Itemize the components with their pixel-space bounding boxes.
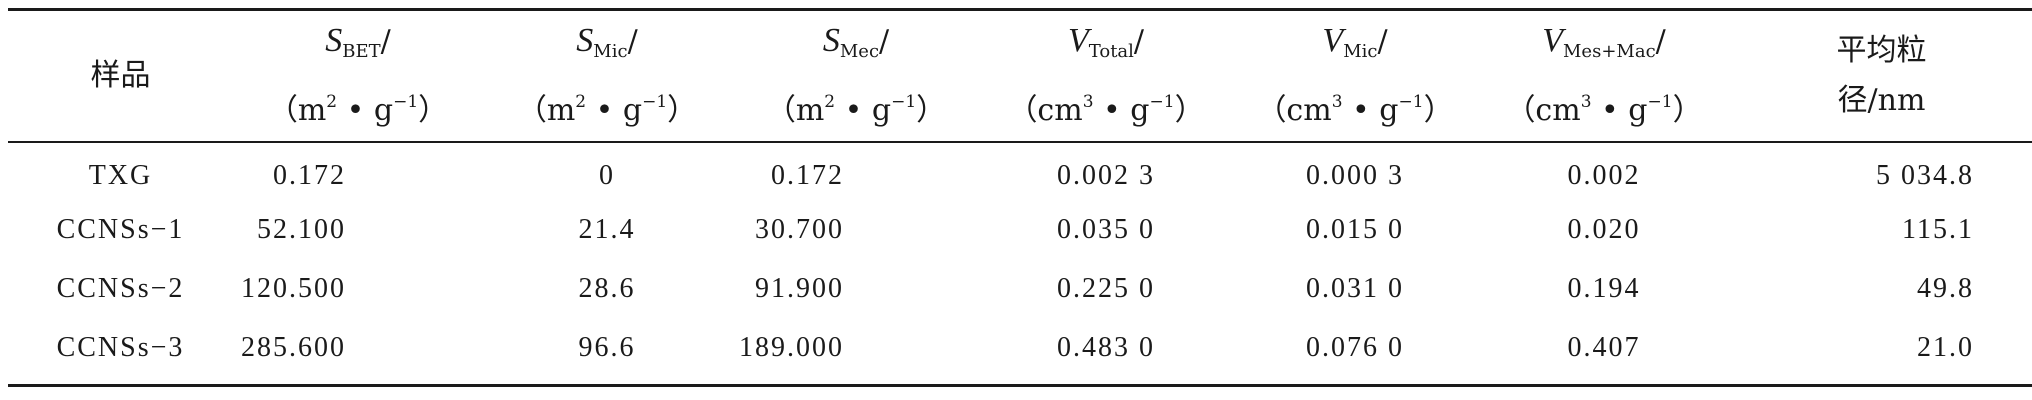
cell-v-total: 0.225 0 bbox=[1057, 272, 1155, 304]
header-s-mic: SMic/ （m2 • g−1） bbox=[516, 22, 698, 128]
header-v-mes-mac: VMes+Mac/ （cm3 • g−1） bbox=[1505, 22, 1703, 128]
header-row: 样品 SBET/ （m2 • g−1） SMic/ （m2 • g−1） SMe… bbox=[8, 11, 2032, 141]
table-row: CCNSs−1 52.100 21.4 30.700 0.035 0 0.015… bbox=[8, 200, 2032, 259]
cell-v-mes-mac: 0.002 bbox=[1567, 159, 1641, 191]
cell-s-mic: 0 bbox=[599, 159, 615, 191]
cell-v-mic: 0.000 3 bbox=[1306, 159, 1404, 191]
table-row: TXG 0.172 0 0.172 0.002 3 0.000 3 0.002 … bbox=[8, 141, 2032, 200]
cell-avg-size: 5 034.8 bbox=[1876, 159, 1974, 191]
cell-s-bet: 120.500 bbox=[241, 272, 346, 304]
cell-v-mic: 0.031 0 bbox=[1306, 272, 1404, 304]
cell-avg-size: 115.1 bbox=[1902, 213, 1974, 245]
header-sample: 样品 bbox=[8, 11, 233, 141]
cell-v-mes-mac: 0.407 bbox=[1567, 331, 1641, 363]
cell-v-mes-mac: 0.194 bbox=[1567, 272, 1641, 304]
cell-s-mec: 91.900 bbox=[755, 272, 844, 304]
table-row: CCNSs−2 120.500 28.6 91.900 0.225 0 0.03… bbox=[8, 259, 2032, 318]
cell-s-bet: 285.600 bbox=[241, 331, 346, 363]
cell-s-mic: 28.6 bbox=[578, 272, 636, 304]
cell-v-total: 0.483 0 bbox=[1057, 331, 1155, 363]
cell-s-mic: 21.4 bbox=[578, 213, 636, 245]
table-header-rule bbox=[8, 141, 2032, 143]
cell-v-total: 0.002 3 bbox=[1057, 159, 1155, 191]
cell-s-bet: 0.172 bbox=[273, 159, 346, 191]
table-top-rule bbox=[8, 8, 2032, 11]
cell-s-mec: 30.700 bbox=[755, 213, 844, 245]
header-v-mic: VMic/ （cm3 • g−1） bbox=[1256, 22, 1454, 128]
cell-avg-size: 49.8 bbox=[1917, 272, 1974, 304]
header-avg-particle-size: 平均粒 径/nm bbox=[1836, 33, 1927, 118]
cell-s-mec: 189.000 bbox=[739, 331, 844, 363]
header-s-mec: SMec/ （m2 • g−1） bbox=[765, 22, 947, 128]
header-s-bet: SBET/ （m2 • g−1） bbox=[267, 22, 449, 128]
cell-v-total: 0.035 0 bbox=[1057, 213, 1155, 245]
cell-s-bet: 52.100 bbox=[257, 213, 346, 245]
table-bottom-rule bbox=[8, 384, 2032, 387]
cell-sample: CCNSs−3 bbox=[56, 331, 185, 363]
cell-s-mec: 0.172 bbox=[771, 159, 844, 191]
cell-avg-size: 21.0 bbox=[1917, 331, 1974, 363]
data-table: 样品 SBET/ （m2 • g−1） SMic/ （m2 • g−1） SMe… bbox=[8, 11, 2032, 377]
cell-sample: CCNSs−1 bbox=[56, 213, 185, 245]
table-row: CCNSs−3 285.600 96.6 189.000 0.483 0 0.0… bbox=[8, 318, 2032, 377]
header-sample-label: 样品 bbox=[90, 58, 151, 93]
cell-v-mic: 0.015 0 bbox=[1306, 213, 1404, 245]
cell-sample: TXG bbox=[88, 159, 153, 191]
cell-sample: CCNSs−2 bbox=[56, 272, 185, 304]
cell-s-mic: 96.6 bbox=[578, 331, 636, 363]
header-v-total: VTotal/ （cm3 • g−1） bbox=[1007, 22, 1205, 128]
cell-v-mic: 0.076 0 bbox=[1306, 331, 1404, 363]
cell-v-mes-mac: 0.020 bbox=[1567, 213, 1641, 245]
